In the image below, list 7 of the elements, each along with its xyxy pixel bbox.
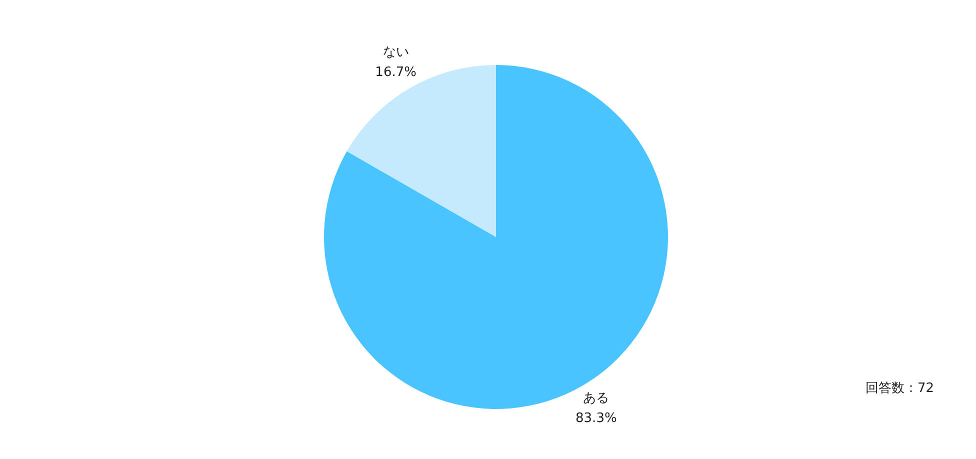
slice-label: ある [583, 391, 610, 406]
pie-slice [324, 65, 668, 409]
data-label: 16.7% [375, 64, 416, 80]
slice-label: ない [382, 44, 409, 60]
data-label: 83.3% [576, 411, 617, 426]
text: 回答数：72 [865, 381, 934, 396]
pie-slice [346, 65, 496, 237]
